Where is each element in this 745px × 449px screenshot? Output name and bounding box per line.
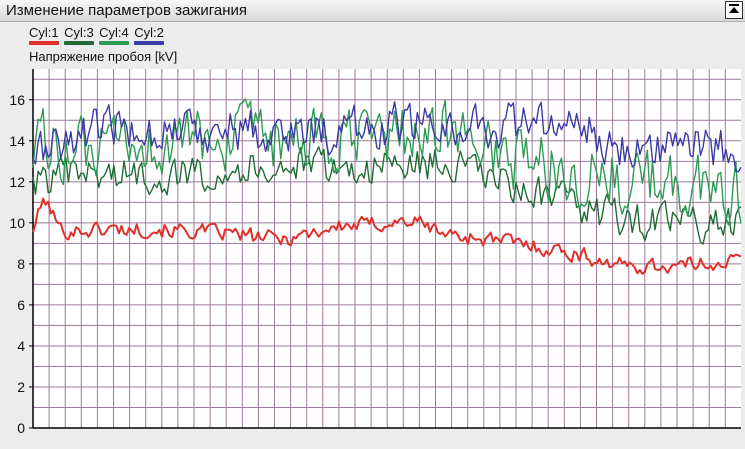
legend-swatch bbox=[134, 41, 164, 45]
collapse-bar bbox=[729, 4, 739, 6]
y-tick-label: 2 bbox=[17, 379, 25, 395]
legend-label: Cyl:1 bbox=[29, 25, 59, 40]
window-title: Изменение параметров зажигания bbox=[6, 2, 248, 19]
y-tick-label: 10 bbox=[9, 215, 25, 231]
legend-swatch bbox=[64, 41, 94, 45]
legend-item-cyl4[interactable]: Cyl:4 bbox=[99, 25, 129, 45]
y-tick-label: 6 bbox=[17, 297, 25, 313]
legend-label: Cyl:4 bbox=[99, 25, 129, 40]
y-tick-label: 4 bbox=[17, 338, 25, 354]
chart-legend: Cyl:1 Cyl:3 Cyl:4 Cyl:2 bbox=[29, 24, 165, 45]
collapse-up-icon[interactable] bbox=[725, 1, 743, 19]
y-axis-label: Напряжение пробоя [kV] bbox=[29, 49, 178, 64]
legend-label: Cyl:3 bbox=[64, 25, 94, 40]
y-tick-label: 12 bbox=[9, 174, 25, 190]
collapse-arrow bbox=[729, 7, 739, 13]
y-tick-label: 14 bbox=[9, 133, 25, 149]
legend-item-cyl3[interactable]: Cyl:3 bbox=[64, 25, 94, 45]
legend-swatch bbox=[99, 41, 129, 45]
series-line-cyl4 bbox=[32, 98, 742, 226]
legend-item-cyl2[interactable]: Cyl:2 bbox=[134, 25, 164, 45]
series-line-cyl1 bbox=[32, 197, 742, 275]
series-line-cyl2 bbox=[32, 101, 742, 173]
y-tick-label: 8 bbox=[17, 256, 25, 272]
legend-label: Cyl:2 bbox=[134, 25, 164, 40]
legend-item-cyl1[interactable]: Cyl:1 bbox=[29, 25, 59, 45]
y-tick-label: 16 bbox=[9, 92, 25, 108]
window-titlebar: Изменение параметров зажигания bbox=[0, 0, 745, 22]
legend-swatch bbox=[29, 41, 59, 45]
y-tick-label: 0 bbox=[17, 420, 25, 436]
